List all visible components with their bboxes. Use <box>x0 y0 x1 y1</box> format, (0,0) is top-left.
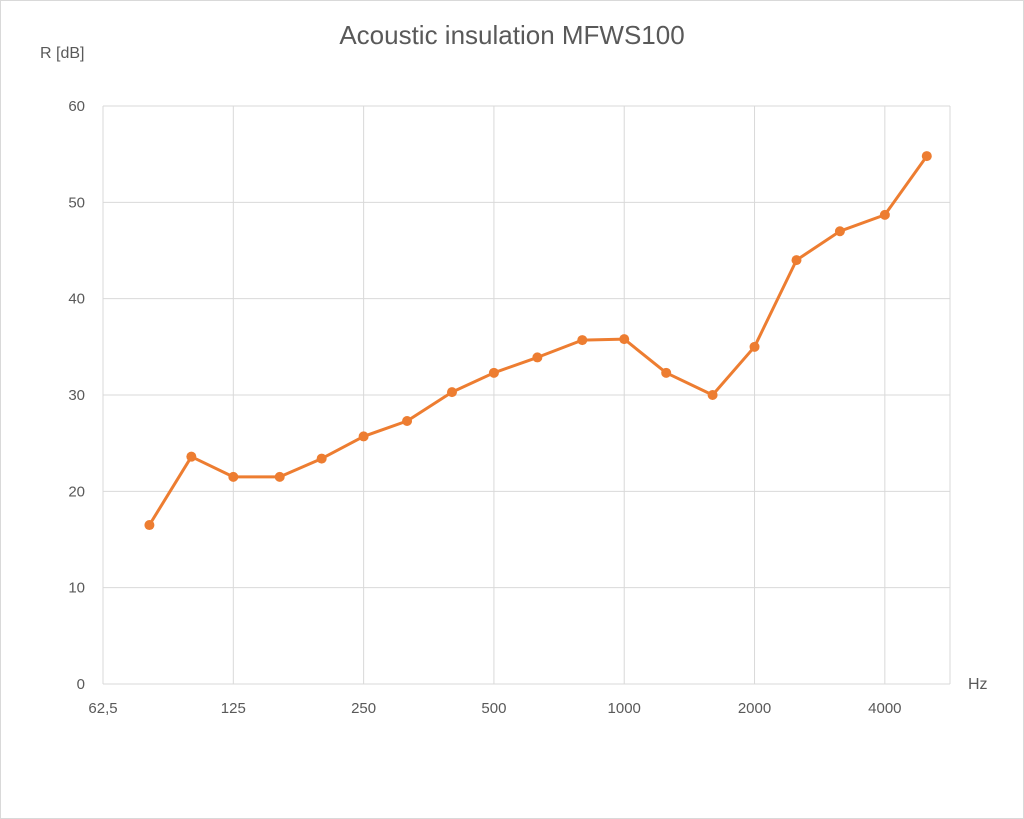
y-tick-label: 20 <box>68 483 85 500</box>
data-point <box>834 226 845 237</box>
data-point <box>707 390 718 400</box>
data-point <box>791 255 802 266</box>
data-point <box>879 209 890 220</box>
y-tick-label: 50 <box>68 194 85 211</box>
data-point <box>661 367 672 378</box>
data-point <box>186 451 197 462</box>
data-point <box>274 471 285 482</box>
x-tick-label: 125 <box>221 700 246 717</box>
y-tick-labels: 0 10 20 30 40 50 60 <box>68 98 85 693</box>
x-tick-label: 250 <box>351 700 376 717</box>
y-tick-label: 40 <box>68 291 85 308</box>
x-tick-label: 4000 <box>868 700 901 717</box>
chart-title: Acoustic insulation MFWS100 <box>339 20 684 50</box>
x-axis-label: Hz <box>968 676 988 693</box>
x-tick-labels: 62,5 125 250 500 1000 2000 4000 <box>88 700 901 717</box>
y-axis-label: R [dB] <box>40 45 84 62</box>
y-tick-label: 0 <box>77 676 85 693</box>
data-point <box>144 520 155 531</box>
data-point <box>446 387 457 398</box>
x-tick-label: 2000 <box>738 700 771 717</box>
data-point <box>921 151 932 162</box>
data-point <box>228 471 239 482</box>
data-point <box>402 416 413 427</box>
data-point <box>619 334 630 345</box>
x-tick-label: 1000 <box>608 700 641 717</box>
x-tick-label: 500 <box>481 700 506 717</box>
series-line <box>148 155 929 526</box>
y-tick-label: 10 <box>68 580 85 597</box>
data-point <box>316 453 327 464</box>
data-point <box>532 352 543 363</box>
x-tick-label: 62,5 <box>88 700 117 717</box>
data-point <box>358 431 369 442</box>
y-tick-label: 30 <box>68 387 85 404</box>
gridlines <box>102 105 951 685</box>
data-point <box>749 341 760 352</box>
data-point <box>577 335 588 346</box>
data-point <box>488 367 499 378</box>
series-line-group <box>144 151 932 531</box>
y-tick-label: 60 <box>68 98 85 115</box>
